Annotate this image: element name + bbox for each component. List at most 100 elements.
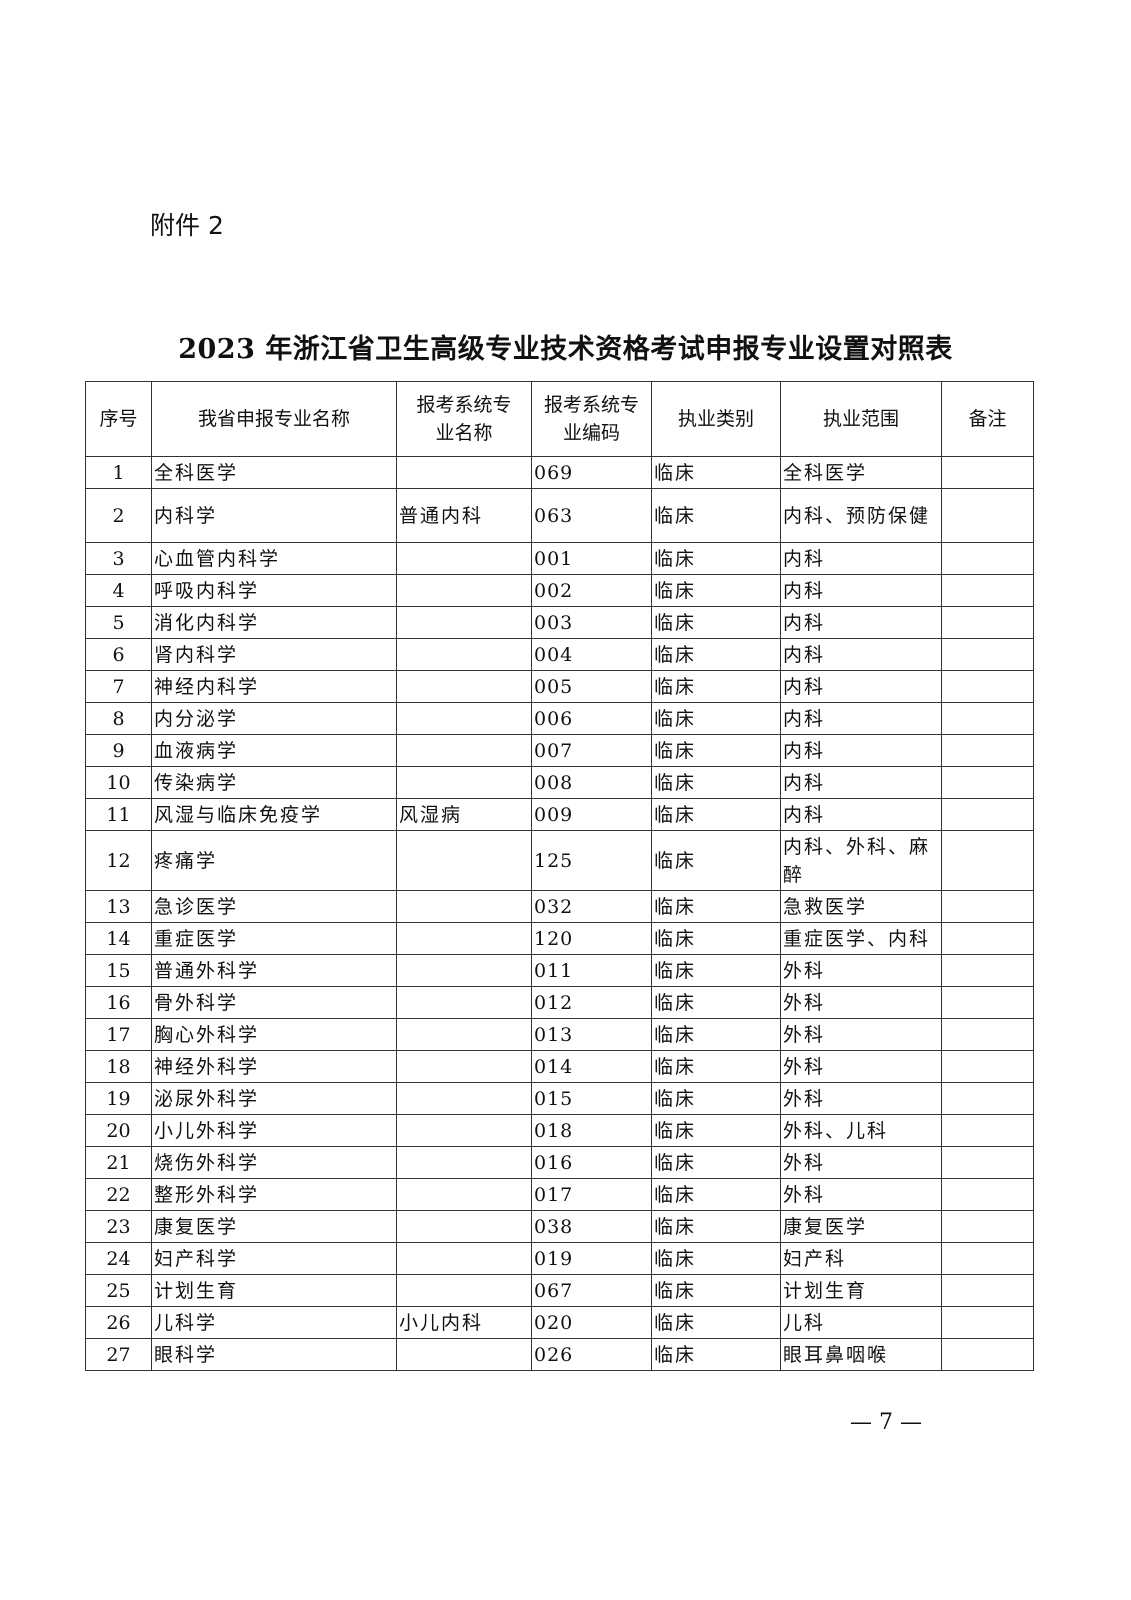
system-specialty-name: [396, 1114, 532, 1147]
practice-category: 临床: [651, 574, 781, 607]
practice-scope: 眼耳鼻咽喉: [780, 1338, 942, 1371]
table-row: 26 儿科学 小儿内科 020 临床 儿科: [85, 1306, 1034, 1339]
practice-category: 临床: [651, 1210, 781, 1243]
remarks: [941, 702, 1034, 735]
province-specialty-name: 疼痛学: [151, 830, 397, 891]
province-specialty-name: 计划生育: [151, 1274, 397, 1307]
province-specialty-name: 内分泌学: [151, 702, 397, 735]
practice-scope: 内科: [780, 798, 942, 831]
row-index: 8: [85, 702, 152, 735]
system-specialty-name: [396, 1274, 532, 1307]
system-specialty-code: 017: [531, 1178, 652, 1211]
practice-category: 临床: [651, 830, 781, 891]
practice-category: 临床: [651, 922, 781, 955]
province-specialty-name: 重症医学: [151, 922, 397, 955]
system-specialty-code: 018: [531, 1114, 652, 1147]
header-practice-scope: 执业范围: [780, 381, 942, 457]
table-row: 9 血液病学 007 临床 内科: [85, 734, 1034, 767]
system-specialty-code: 004: [531, 638, 652, 671]
system-specialty-code: 009: [531, 798, 652, 831]
table-row: 20 小儿外科学 018 临床 外科、儿科: [85, 1114, 1034, 1147]
province-specialty-name: 消化内科学: [151, 606, 397, 639]
practice-scope: 儿科: [780, 1306, 942, 1339]
document-title: 2023 年浙江省卫生高级专业技术资格考试申报专业设置对照表: [178, 334, 953, 365]
system-specialty-code: 002: [531, 574, 652, 607]
header-system-name-text: 报考系统专业名称: [416, 394, 512, 444]
remarks: [941, 766, 1034, 799]
system-specialty-name: [396, 986, 532, 1019]
table-header-row: 序号 我省申报专业名称 报考系统专业名称 报考系统专业编码 执业类别 执业范围 …: [85, 381, 1034, 457]
province-specialty-name: 急诊医学: [151, 890, 397, 923]
system-specialty-name: [396, 1338, 532, 1371]
practice-category: 临床: [651, 1018, 781, 1051]
table-row: 4 呼吸内科学 002 临床 内科: [85, 574, 1034, 607]
remarks: [941, 830, 1034, 891]
remarks: [941, 1306, 1034, 1339]
table-row: 5 消化内科学 003 临床 内科: [85, 606, 1034, 639]
province-specialty-name: 呼吸内科学: [151, 574, 397, 607]
row-index: 23: [85, 1210, 152, 1243]
practice-category: 临床: [651, 1306, 781, 1339]
remarks: [941, 1338, 1034, 1371]
row-index: 24: [85, 1242, 152, 1275]
system-specialty-code: 069: [531, 456, 652, 489]
system-specialty-name: [396, 954, 532, 987]
remarks: [941, 798, 1034, 831]
row-index: 13: [85, 890, 152, 923]
remarks: [941, 456, 1034, 489]
system-specialty-code: 006: [531, 702, 652, 735]
table-row: 15 普通外科学 011 临床 外科: [85, 954, 1034, 987]
row-index: 5: [85, 606, 152, 639]
practice-category: 临床: [651, 798, 781, 831]
practice-scope: 外科、儿科: [780, 1114, 942, 1147]
province-specialty-name: 烧伤外科学: [151, 1146, 397, 1179]
province-specialty-name: 神经外科学: [151, 1050, 397, 1083]
table-row: 18 神经外科学 014 临床 外科: [85, 1050, 1034, 1083]
system-specialty-code: 032: [531, 890, 652, 923]
row-index: 20: [85, 1114, 152, 1147]
row-index: 4: [85, 574, 152, 607]
table-row: 14 重症医学 120 临床 重症医学、内科: [85, 922, 1034, 955]
remarks: [941, 1210, 1034, 1243]
system-specialty-code: 063: [531, 488, 652, 543]
system-specialty-name: [396, 574, 532, 607]
practice-category: 临床: [651, 1338, 781, 1371]
table-row: 16 骨外科学 012 临床 外科: [85, 986, 1034, 1019]
table-row: 10 传染病学 008 临床 内科: [85, 766, 1034, 799]
province-specialty-name: 骨外科学: [151, 986, 397, 1019]
table-row: 8 内分泌学 006 临床 内科: [85, 702, 1034, 735]
province-specialty-name: 传染病学: [151, 766, 397, 799]
practice-category: 临床: [651, 1050, 781, 1083]
province-specialty-name: 内科学: [151, 488, 397, 543]
table-row: 3 心血管内科学 001 临床 内科: [85, 542, 1034, 575]
row-index: 18: [85, 1050, 152, 1083]
header-practice-category: 执业类别: [651, 381, 781, 457]
system-specialty-name: 小儿内科: [396, 1306, 532, 1339]
row-index: 9: [85, 734, 152, 767]
practice-category: 临床: [651, 456, 781, 489]
practice-category: 临床: [651, 954, 781, 987]
practice-category: 临床: [651, 986, 781, 1019]
system-specialty-code: 026: [531, 1338, 652, 1371]
system-specialty-code: 038: [531, 1210, 652, 1243]
province-specialty-name: 整形外科学: [151, 1178, 397, 1211]
system-specialty-code: 011: [531, 954, 652, 987]
header-province-name: 我省申报专业名称: [151, 381, 397, 457]
system-specialty-code: 007: [531, 734, 652, 767]
practice-scope: 内科、预防保健: [780, 488, 942, 543]
system-specialty-name: [396, 1146, 532, 1179]
remarks: [941, 1146, 1034, 1179]
practice-scope: 内科: [780, 734, 942, 767]
row-index: 12: [85, 830, 152, 891]
practice-scope: 外科: [780, 1082, 942, 1115]
province-specialty-name: 血液病学: [151, 734, 397, 767]
remarks: [941, 606, 1034, 639]
system-specialty-code: 020: [531, 1306, 652, 1339]
practice-scope: 外科: [780, 1018, 942, 1051]
table-row: 27 眼科学 026 临床 眼耳鼻咽喉: [85, 1338, 1034, 1371]
table-row: 7 神经内科学 005 临床 内科: [85, 670, 1034, 703]
system-specialty-name: 风湿病: [396, 798, 532, 831]
specialty-table: 序号 我省申报专业名称 报考系统专业名称 报考系统专业编码 执业类别 执业范围 …: [85, 381, 1034, 1371]
remarks: [941, 1242, 1034, 1275]
remarks: [941, 1050, 1034, 1083]
